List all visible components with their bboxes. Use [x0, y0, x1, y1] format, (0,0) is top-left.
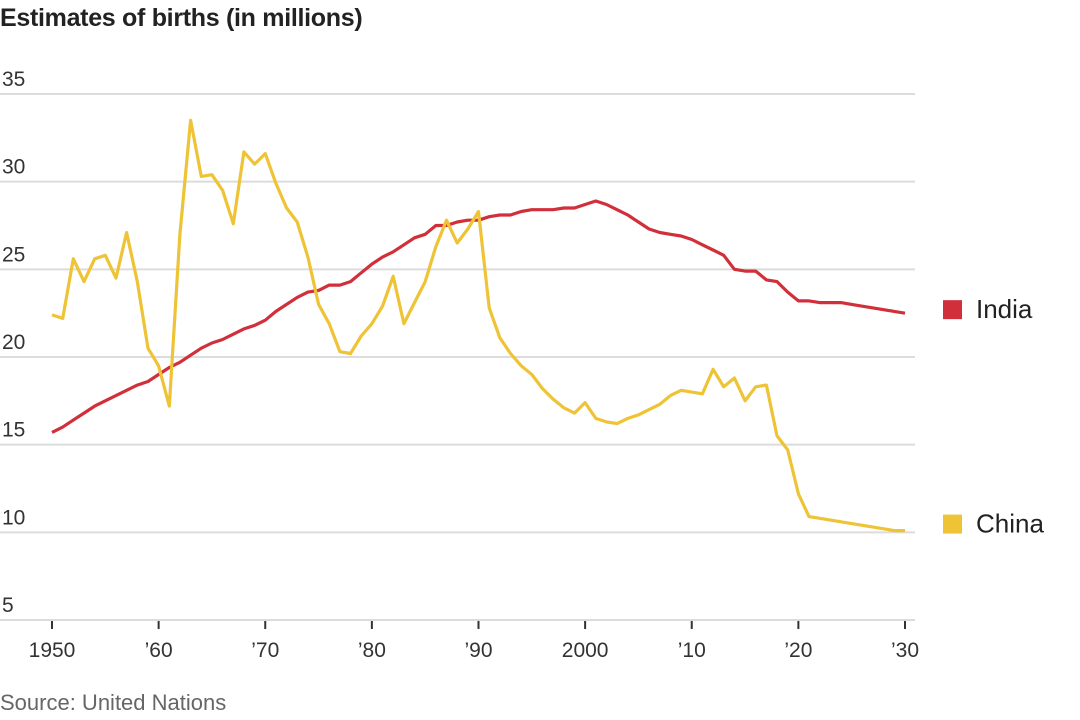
chart-title: Estimates of births (in millions)	[0, 4, 363, 32]
y-tick-label: 25	[2, 243, 25, 266]
y-tick-label: 30	[2, 156, 25, 179]
source-note: Source: United Nations	[0, 690, 227, 715]
x-tick-label: ’20	[784, 639, 812, 662]
x-tick-label: ’70	[251, 639, 279, 662]
y-tick-label: 20	[2, 331, 25, 354]
series-line-china	[51, 118, 905, 533]
legend-swatch-china	[943, 514, 962, 534]
x-tick-label: ’60	[145, 639, 173, 662]
legend-label-china: China	[976, 509, 1044, 539]
legend-label-india: India	[976, 294, 1033, 324]
x-tick-label: ’10	[678, 639, 706, 662]
y-tick-label: 15	[2, 419, 25, 442]
y-tick-label: 10	[2, 506, 25, 529]
y-tick-label: 5	[2, 594, 14, 617]
x-tick-label: ’90	[464, 639, 492, 662]
x-tick-label: ’80	[358, 639, 386, 662]
x-tick-label: ’30	[891, 639, 919, 662]
y-tick-label: 35	[2, 68, 25, 91]
x-tick-label: 1950	[29, 639, 76, 662]
x-tick-label: 2000	[562, 639, 609, 662]
legend-swatch-india	[943, 300, 962, 320]
